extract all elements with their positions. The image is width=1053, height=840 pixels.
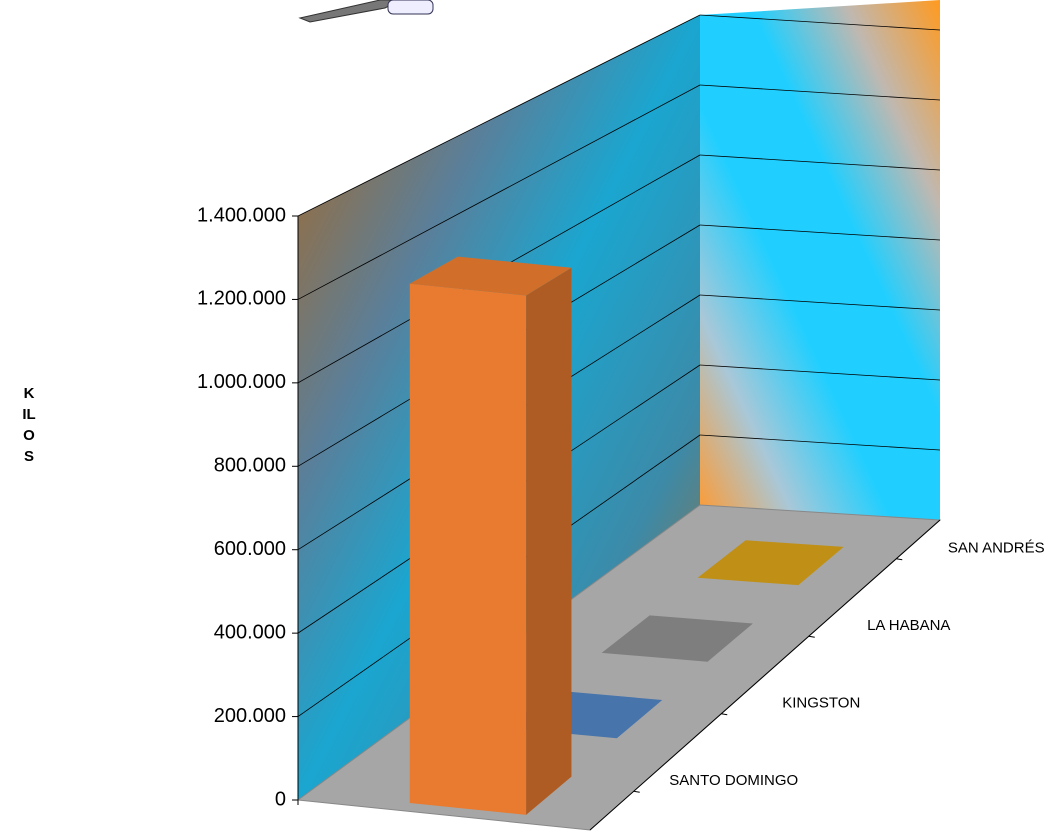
bar-top (697, 540, 844, 586)
x-tick (896, 558, 903, 561)
grid-line (699, 14, 941, 31)
y-tick-label: 600.000 (214, 538, 286, 560)
back-wall (700, 0, 940, 520)
x-tick (721, 713, 728, 716)
x-tick (808, 635, 815, 638)
grid-line (699, 224, 941, 241)
grid-line (297, 14, 701, 217)
y-tick-label: 800.000 (214, 455, 286, 477)
y-tick-label: 200.000 (214, 705, 286, 727)
airplane-icon (298, 0, 434, 23)
depth-axis (589, 519, 941, 831)
grid-line (297, 84, 701, 300)
y-tick-label: 1.400.000 (197, 204, 286, 226)
y-axis-title: KILOS (22, 385, 36, 465)
bar-top (601, 615, 753, 662)
x-tick (633, 790, 640, 793)
bar-top (409, 256, 572, 296)
bar-front (409, 283, 527, 815)
grid-line (699, 154, 941, 171)
category-label: SANTO DOMINGO (669, 772, 798, 789)
category-label: LA HABANA (867, 617, 950, 634)
grid-line (699, 294, 941, 311)
category-label: KINGSTON (782, 695, 860, 712)
y-tick-label: 0 (275, 788, 286, 810)
bar-side (526, 267, 572, 815)
grid-line (699, 364, 941, 381)
grid-line (699, 434, 941, 451)
category-label: SAN ANDRÉS (948, 540, 1045, 557)
y-tick-label: 1.200.000 (197, 288, 286, 310)
y-tick-label: 400.000 (214, 621, 286, 643)
grid-line (699, 84, 941, 101)
y-tick-label: 1.000.000 (197, 371, 286, 393)
